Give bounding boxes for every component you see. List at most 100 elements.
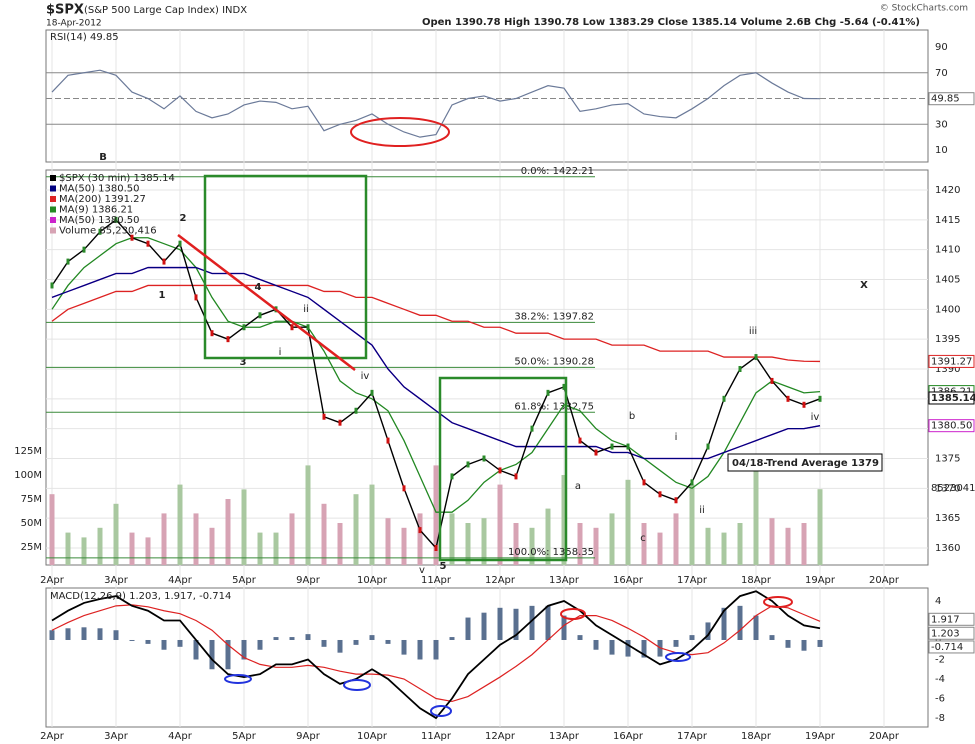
x-tick-label: 20Apr: [869, 575, 900, 586]
macd-ellipse: [560, 608, 586, 620]
value-tag: [928, 612, 975, 626]
volume-bar: [433, 465, 439, 565]
legend-entry: MA(200) 1391.27: [59, 194, 146, 205]
series-line: [51, 266, 821, 460]
price-bar: [610, 443, 614, 450]
wave-label: ii: [303, 304, 309, 315]
histogram-bar: [385, 639, 391, 644]
histogram-bar: [577, 635, 583, 640]
volume-bar: [449, 513, 455, 565]
histogram-bar: [705, 622, 711, 640]
wave-label: 3: [240, 357, 247, 368]
price-bar: [338, 419, 342, 426]
trend-line: [177, 234, 356, 371]
x-tick-label: 20Apr: [869, 731, 900, 742]
volume-bar: [305, 465, 311, 565]
histogram-bar: [49, 630, 55, 640]
price-bar: [658, 491, 662, 498]
volume-bar: [705, 527, 711, 565]
histogram-bar: [65, 628, 71, 640]
wave-label: 1: [159, 290, 166, 301]
price-bar: [818, 395, 822, 402]
price-bar: [546, 389, 550, 396]
volume-bar: [129, 532, 135, 565]
price-bar: [370, 389, 374, 396]
volume-bar: [593, 527, 599, 565]
histogram-bar: [241, 639, 247, 660]
volume-bar: [273, 532, 279, 565]
wave-label: 4: [255, 282, 262, 293]
x-tick-label: 18Apr: [741, 575, 772, 586]
price-bar: [98, 228, 102, 235]
wave-label: a: [575, 481, 581, 492]
x-tick-label: 5Apr: [232, 575, 257, 586]
rsi-ellipse: [350, 117, 450, 147]
price-bar: [690, 479, 694, 486]
histogram-bar: [97, 628, 103, 640]
histogram-bar: [785, 639, 791, 648]
green-box: [203, 174, 368, 360]
date: 18-Apr-2012: [46, 19, 102, 29]
y-tick-label: 70: [935, 68, 948, 79]
volume-bar: [209, 527, 215, 565]
histogram-bar: [609, 639, 615, 655]
x-tick-label: 19Apr: [805, 575, 836, 586]
volume-bar: [193, 513, 199, 565]
histogram-bar: [721, 607, 727, 640]
legend-entry: $SPX (30 min) 1385.14: [59, 173, 175, 184]
histogram-bar: [497, 607, 503, 640]
y-tick-label: 1375: [935, 453, 960, 464]
histogram-bar: [289, 637, 295, 640]
y-tick-label: 1390: [935, 364, 960, 375]
price-bar: [642, 479, 646, 486]
x-tick-label: 10Apr: [357, 575, 388, 586]
y-tick-label: 1420: [935, 185, 960, 196]
y-tick-label: 1400: [935, 304, 960, 315]
y-tick-label: -4: [935, 674, 945, 685]
volume-bar: [609, 513, 615, 565]
histogram-bar: [593, 639, 599, 650]
y-tick-label: 1415: [935, 215, 960, 226]
volume-bar: [529, 527, 535, 565]
quote: Open 1390.78 High 1390.78 Low 1383.29 Cl…: [422, 17, 920, 28]
legend-swatch: [50, 175, 56, 181]
price-bar: [210, 330, 214, 337]
histogram-bar: [561, 615, 567, 640]
volume-bar: [65, 532, 71, 565]
price-bar: [786, 395, 790, 402]
volume-tick-label: 125M: [14, 446, 42, 457]
price-bar: [674, 497, 678, 504]
price-bar: [306, 324, 310, 331]
x-tick-label: 3Apr: [104, 575, 129, 586]
volume-bar: [353, 494, 359, 565]
price-bar: [434, 544, 438, 551]
trend-note: 04/18-Trend Average 1379: [732, 458, 879, 469]
price-bar: [450, 473, 454, 480]
volume-bar: [721, 532, 727, 565]
volume-bar: [161, 513, 167, 565]
histogram-bar: [673, 639, 679, 647]
x-tick-label: 11Apr: [421, 731, 452, 742]
wave-label: iii: [749, 326, 757, 337]
value-tag-label: 1380.50: [931, 421, 972, 432]
wave-label: iv: [811, 412, 820, 423]
fib-label: 61.8%: 1382.75: [514, 401, 594, 412]
x-tick-label: 10Apr: [357, 731, 388, 742]
volume-bar: [689, 484, 695, 565]
value-tag-label: 1.203: [931, 628, 960, 639]
price-bar: [50, 282, 54, 289]
price-bar: [322, 413, 326, 420]
volume-bar: [769, 518, 775, 565]
volume-bar: [561, 474, 567, 565]
price-bar: [402, 485, 406, 492]
x-tick-label: 17Apr: [677, 575, 708, 586]
histogram-bar: [545, 605, 551, 640]
volume-bar: [97, 527, 103, 565]
macd-ellipse: [224, 674, 252, 684]
volume-bar: [49, 494, 55, 565]
fib-label: 100.0%: 1358.35: [508, 547, 594, 558]
volume-bar: [497, 484, 503, 565]
volume-bar: [257, 532, 263, 565]
volume-bar: [657, 532, 663, 565]
wave-label: B: [99, 152, 107, 163]
